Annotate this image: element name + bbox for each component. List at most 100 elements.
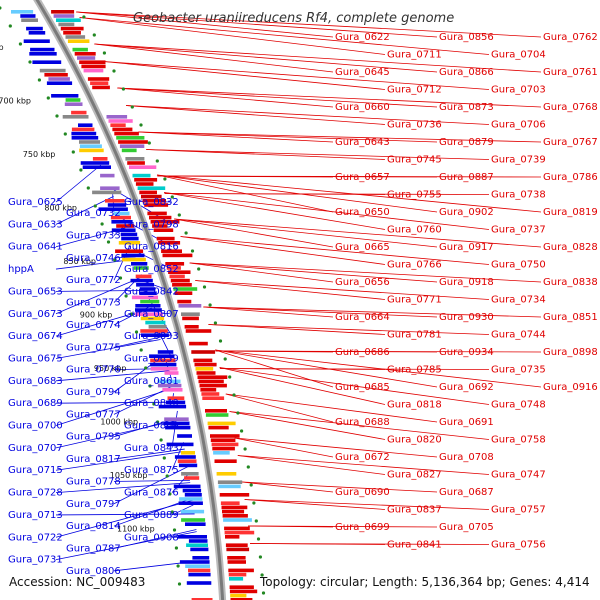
gene-label[interactable]: Gura_0869	[124, 421, 179, 432]
gene-label[interactable]: Gura_0748	[491, 400, 546, 411]
gene-label[interactable]: Gura_0673	[8, 309, 63, 320]
gene-label[interactable]: Gura_0806	[66, 566, 121, 577]
gene-label[interactable]: Gura_0814	[66, 521, 121, 532]
gene-label[interactable]: Gura_0704	[491, 50, 546, 61]
gene-label[interactable]: Gura_0692	[439, 382, 494, 393]
gene-label[interactable]: Gura_0747	[491, 470, 546, 481]
gene-label[interactable]: Gura_0866	[439, 67, 494, 78]
gene-label[interactable]: Gura_0745	[387, 155, 442, 166]
gene-label[interactable]: Gura_0707	[8, 443, 63, 454]
gene-label[interactable]: Gura_0772	[66, 275, 121, 286]
gene-label[interactable]: Gura_0675	[8, 354, 63, 365]
gene-label[interactable]: Gura_0622	[335, 32, 390, 43]
gene-label[interactable]: Gura_0837	[387, 505, 442, 516]
gene-label[interactable]: Gura_0861	[124, 376, 179, 387]
gene-label[interactable]: Gura_0889	[124, 510, 179, 521]
gene-label[interactable]: Gura_0712	[387, 85, 442, 96]
gene-label[interactable]: Gura_0898	[543, 347, 598, 358]
gene-label[interactable]: Gura_0703	[491, 85, 546, 96]
gene-label[interactable]: Gura_0665	[335, 242, 390, 253]
gene-label[interactable]: Gura_0657	[335, 172, 390, 183]
gene-label[interactable]: Gura_0760	[387, 225, 442, 236]
gene-label[interactable]: Gura_0817	[66, 454, 121, 465]
gene-label[interactable]: Gura_0786	[543, 172, 598, 183]
gene-label[interactable]: Gura_0732	[66, 208, 121, 219]
gene-label[interactable]: Gura_0762	[543, 32, 598, 43]
gene-label[interactable]: Gura_0645	[335, 67, 390, 78]
gene-label[interactable]: Gura_0916	[543, 382, 598, 393]
gene-label[interactable]: Gura_0686	[335, 347, 390, 358]
gene-label[interactable]: Gura_0777	[66, 409, 121, 420]
gene-label[interactable]: Gura_0819	[543, 207, 598, 218]
gene-label[interactable]: Gura_0735	[491, 365, 546, 376]
gene-label[interactable]: Gura_0664	[335, 312, 390, 323]
gene-label[interactable]: Gura_0776	[66, 365, 121, 376]
gene-label[interactable]: Gura_0672	[335, 452, 390, 463]
gene-label[interactable]: Gura_0699	[335, 522, 390, 533]
gene-label[interactable]: Gura_0875	[124, 465, 179, 476]
gene-label[interactable]: Gura_0787	[66, 544, 121, 555]
gene-label[interactable]: Gura_0713	[8, 510, 63, 521]
gene-label[interactable]: Gura_0833	[124, 331, 179, 342]
gene-label[interactable]: Gura_0798	[124, 219, 179, 230]
gene-label[interactable]: Gura_0773	[66, 298, 121, 309]
gene-label[interactable]: Gura_0876	[124, 488, 179, 499]
gene-label[interactable]: Gura_0852	[124, 264, 179, 275]
gene-label[interactable]: Gura_0755	[387, 190, 442, 201]
gene-label[interactable]: Gura_0650	[335, 207, 390, 218]
gene-label[interactable]: Gura_0746	[66, 253, 121, 264]
gene-label[interactable]: Gura_0843	[124, 443, 179, 454]
gene-label[interactable]: Gura_0828	[543, 242, 598, 253]
gene-label[interactable]: Gura_0879	[439, 137, 494, 148]
left-labels-layer[interactable]: Gura_0625 Gura_0633 Gura_0641 hppA Gura_0653…	[8, 197, 179, 577]
gene-label[interactable]: Gura_0705	[439, 522, 494, 533]
gene-label[interactable]: Gura_0758	[491, 435, 546, 446]
gene-label[interactable]: Gura_0731	[8, 555, 63, 566]
gene-label[interactable]: Gura_0794	[66, 387, 121, 398]
gene-label[interactable]: Gura_0685	[335, 382, 390, 393]
gene-label[interactable]: Gura_0820	[387, 435, 442, 446]
gene-label[interactable]: Gura_0902	[439, 207, 494, 218]
gene-label[interactable]: Gura_0797	[66, 499, 121, 510]
gene-label[interactable]: hppA	[8, 264, 34, 275]
gene-label[interactable]: Gura_0818	[387, 400, 442, 411]
gene-label[interactable]: Gura_0856	[439, 32, 494, 43]
gene-label[interactable]: Gura_0733	[66, 231, 121, 242]
gene-label[interactable]: Gura_0816	[124, 242, 179, 253]
gene-label[interactable]: Gura_0688	[335, 417, 390, 428]
gene-label[interactable]: Gura_0807	[124, 309, 179, 320]
gene-label[interactable]: Gura_0653	[8, 286, 63, 297]
gene-label[interactable]: Gura_0722	[8, 532, 63, 543]
gene-label[interactable]: Gura_0738	[491, 190, 546, 201]
gene-label[interactable]: Gura_0700	[8, 421, 63, 432]
gene-label[interactable]: Gura_0841	[387, 540, 442, 551]
gene-label[interactable]: Gura_0778	[66, 476, 121, 487]
gene-label[interactable]: Gura_0756	[491, 540, 546, 551]
gene-label[interactable]: Gura_0744	[491, 330, 546, 341]
gene-label[interactable]: Gura_0785	[387, 365, 442, 376]
gene-label[interactable]: Gura_0767	[543, 137, 598, 148]
gene-label[interactable]: Gura_0761	[543, 67, 598, 78]
gene-label[interactable]: Gura_0768	[543, 102, 598, 113]
gene-label[interactable]: Gura_0737	[491, 225, 546, 236]
gene-label[interactable]: Gura_0842	[124, 286, 179, 297]
gene-label[interactable]: Gura_0715	[8, 465, 63, 476]
gene-label[interactable]: Gura_0781	[387, 330, 442, 341]
gene-label[interactable]: Gura_0625	[8, 197, 63, 208]
gene-label[interactable]: Gura_0838	[543, 277, 598, 288]
gene-label[interactable]: Gura_0930	[439, 312, 494, 323]
gene-label[interactable]: Gura_0887	[439, 172, 494, 183]
gene-label[interactable]: Gura_0771	[387, 295, 442, 306]
gene-label[interactable]: Gura_0708	[439, 452, 494, 463]
gene-label[interactable]: Gura_0851	[543, 312, 598, 323]
gene-label[interactable]: Gura_0689	[8, 398, 63, 409]
right-labels-layer[interactable]: Gura_0622 Gura_0645 Gura_0660 Gura_0643 Gura…	[335, 32, 598, 551]
gene-label[interactable]: Gura_0643	[335, 137, 390, 148]
gene-label[interactable]: Gura_0766	[387, 260, 442, 271]
gene-label[interactable]: Gura_0711	[387, 50, 442, 61]
gene-label[interactable]: Gura_0775	[66, 342, 121, 353]
gene-label[interactable]: Gura_0691	[439, 417, 494, 428]
gene-label[interactable]: Gura_0917	[439, 242, 494, 253]
gene-label[interactable]: Gura_0873	[439, 102, 494, 113]
